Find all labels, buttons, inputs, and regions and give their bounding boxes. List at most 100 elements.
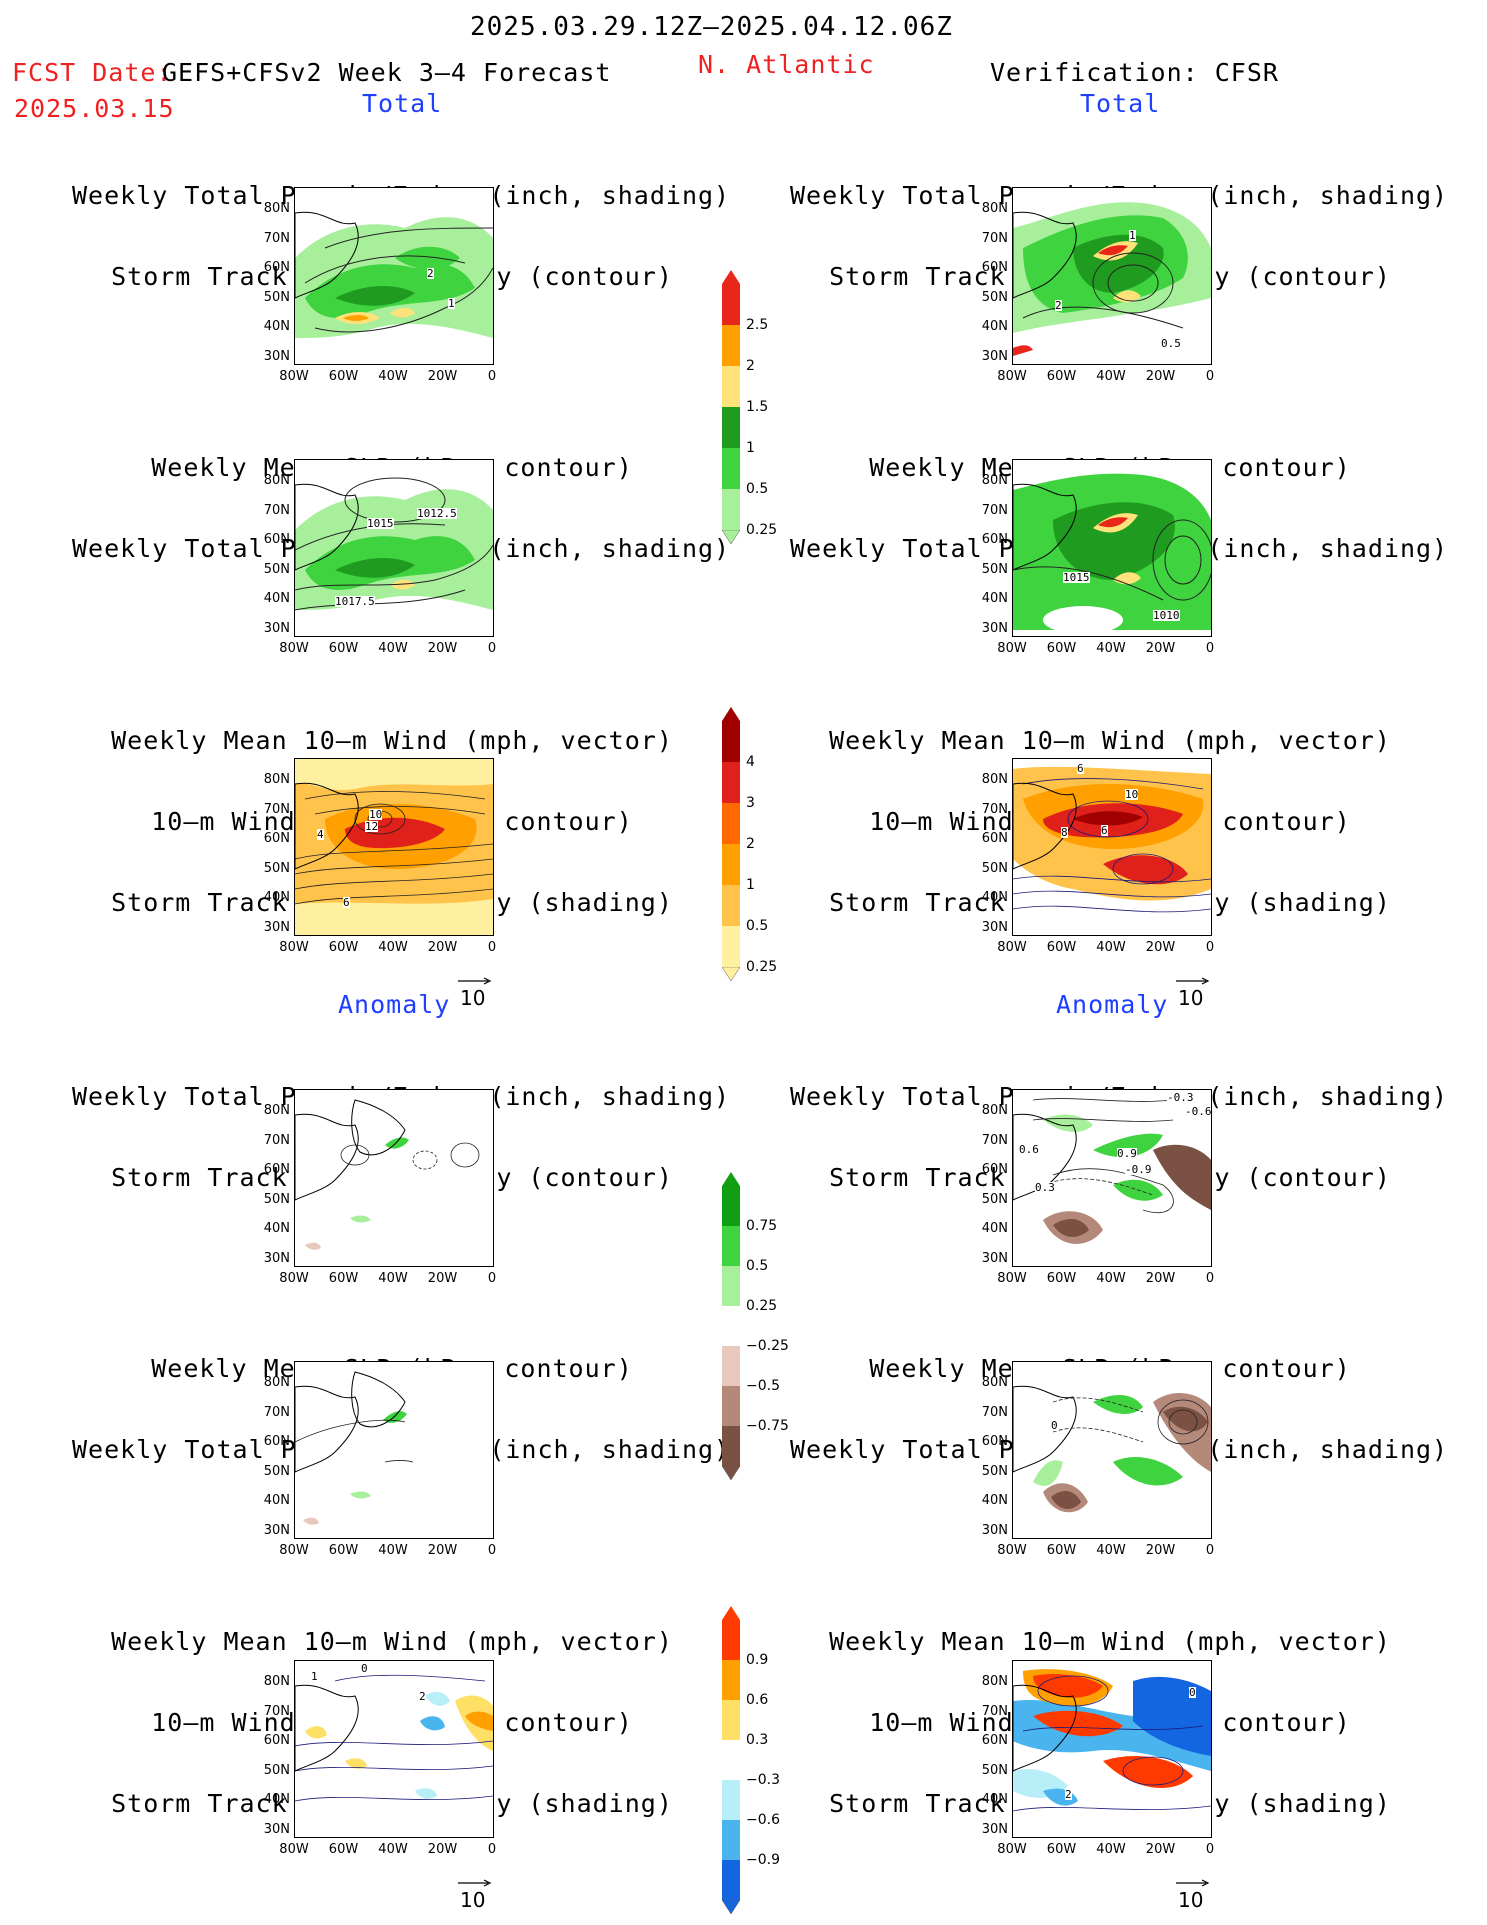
lat-tick-label: 30N (981, 919, 1008, 935)
map-verif-total-slp: 1015 1010 (1012, 459, 1212, 637)
lat-tick-label: 40N (981, 591, 1008, 606)
contour-label: 2 (1065, 1788, 1072, 1801)
lat-tick-label: 30N (263, 620, 290, 636)
lat-tick-label: 40N (263, 890, 290, 905)
colorbar-label: −0.25 (746, 1338, 789, 1354)
map-fcst-anom-slp (294, 1361, 494, 1539)
lon-tick-label: 80W (279, 940, 309, 955)
colorbar-label: 0.25 (746, 522, 778, 538)
title-line: Weekly Mean 10–m Wind (mph, vector) (829, 726, 1391, 755)
colorbar-segment (722, 366, 740, 407)
lon-tick-label: 20W (1145, 1271, 1176, 1286)
vector-ref-label: 10 (1178, 986, 1204, 1010)
colorbar-segment (722, 407, 740, 448)
lon-tick-label: 0 (1205, 641, 1215, 656)
precip-shading (295, 477, 493, 611)
lon-tick-label: 40W (1096, 1842, 1126, 1857)
lat-tick-label: 50N (981, 1463, 1008, 1479)
lat-tick-label: 80N (981, 201, 1008, 216)
map-verif-total-wind: 6 10 8 6 (1012, 758, 1212, 936)
lon-tick-label: 80W (997, 940, 1027, 955)
colorbar-top-triangle (722, 270, 740, 284)
lon-tick-label: 40W (1096, 1543, 1126, 1558)
anomaly-shading (1013, 1661, 1211, 1837)
lon-tick-label: 0 (487, 1271, 497, 1286)
lat-tick-label: 60N (981, 260, 1008, 275)
lat-tick-label: 60N (263, 1162, 290, 1177)
arrow-right-icon (458, 977, 492, 985)
contour-label: 12 (365, 820, 379, 833)
colorbar-segment (722, 762, 740, 803)
colorbar-label: 0.75 (746, 1218, 778, 1234)
contour-label: 1017.5 (335, 595, 375, 608)
lat-tick-label: 40N (263, 591, 290, 606)
lon-tick-label: 0 (1205, 1543, 1215, 1558)
lon-tick-label: 0 (487, 1842, 497, 1857)
colorbar-segment (722, 1226, 740, 1266)
lon-tick-label: 0 (487, 1543, 497, 1558)
section-anomaly-left: Anomaly (338, 990, 451, 1019)
colorbar-segment (722, 1620, 740, 1660)
lon-tick-label: 80W (279, 641, 309, 656)
lon-tick-label: 60W (328, 1543, 359, 1558)
lon-tick-label: 0 (487, 940, 497, 955)
lat-tick-label: 50N (981, 1191, 1008, 1207)
colorbar-label: 0.25 (746, 1298, 778, 1314)
lat-tick-label: 70N (263, 1132, 290, 1148)
lon-tick-label: 20W (1145, 1842, 1176, 1857)
lon-tick-label: 0 (487, 369, 497, 384)
map-verif-anom-wind: 0 2 (1012, 1660, 1212, 1838)
lon-tick-label: 60W (328, 1842, 359, 1857)
section-total-left: Total (362, 89, 443, 118)
colorbar-label: 0.5 (746, 918, 769, 934)
colorbar-label: 0.5 (746, 481, 769, 497)
lon-tick-label: 60W (1046, 641, 1077, 656)
lon-tick-label: 20W (427, 1543, 458, 1558)
lon-tick-label: 80W (279, 1543, 309, 1558)
lat-tick-label: 50N (981, 1762, 1008, 1778)
lon-tick-label: 80W (997, 1271, 1027, 1286)
contour-label: -0.6 (1185, 1105, 1212, 1118)
lat-tick-label: 40N (981, 1221, 1008, 1236)
lon-tick-label: 40W (1096, 1271, 1126, 1286)
colorbar-top-triangle (722, 1172, 740, 1186)
colorbar-segment (722, 1346, 740, 1386)
lon-tick-label: 0 (1205, 1842, 1215, 1857)
lat-tick-label: 60N (981, 831, 1008, 846)
contour-label: 0.9 (1117, 1147, 1137, 1160)
map-fcst-total-wind: 10 12 4 6 (294, 758, 494, 936)
contour-label: 6 (1101, 824, 1108, 837)
contour-label: 1015 (367, 517, 394, 530)
lat-tick-label: 80N (263, 473, 290, 488)
contour-label: 2 (419, 1690, 426, 1703)
lon-tick-label: 60W (1046, 940, 1077, 955)
lat-tick-label: 30N (263, 1821, 290, 1837)
lat-tick-label: 80N (263, 1375, 290, 1390)
lon-tick-label: 60W (328, 1271, 359, 1286)
lat-tick-label: 70N (263, 230, 290, 246)
colorbar-segment (722, 1306, 740, 1346)
lat-tick-label: 50N (263, 1191, 290, 1207)
lat-tick-label: 30N (981, 620, 1008, 636)
lon-tick-label: 80W (279, 1271, 309, 1286)
lon-tick-label: 80W (997, 641, 1027, 656)
colorbar-label: −0.9 (746, 1852, 780, 1868)
title-line: Weekly Mean 10–m Wind (mph, vector) (111, 726, 673, 755)
lat-tick-label: 60N (981, 532, 1008, 547)
map-verif-anom-slp: 0 (1012, 1361, 1212, 1539)
lat-tick-label: 70N (981, 230, 1008, 246)
track-shading (295, 759, 493, 935)
contour-label: 2 (1055, 299, 1062, 312)
lat-tick-label: 60N (981, 1733, 1008, 1748)
colorbar-segment (722, 1386, 740, 1426)
lat-tick-label: 70N (981, 502, 1008, 518)
lat-tick-label: 80N (981, 1103, 1008, 1118)
colorbar-segment (722, 325, 740, 366)
colorbar-segment (722, 1860, 740, 1900)
colorbar-segment (722, 1740, 740, 1780)
fcst-date: 2025.03.15 (14, 94, 175, 123)
lat-tick-label: 30N (263, 1522, 290, 1538)
contour-label: 6 (1077, 762, 1084, 775)
colorbar-label: 1 (746, 440, 755, 456)
period-title: 2025.03.29.12Z–2025.04.12.06Z (470, 12, 953, 42)
